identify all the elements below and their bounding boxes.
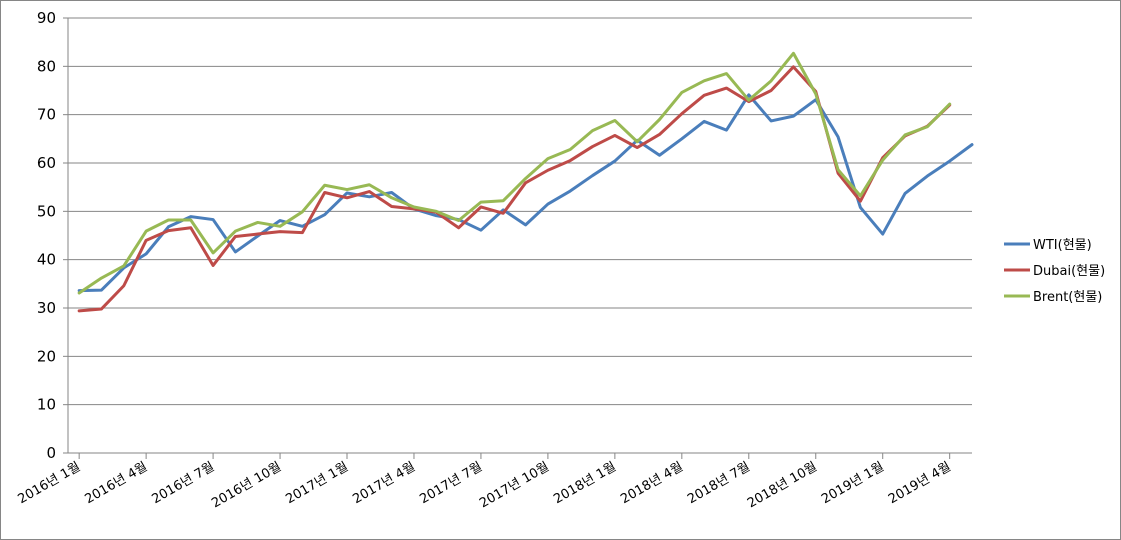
x-tick-label: 2016년 10월: [209, 459, 284, 511]
legend: WTI(현물) Dubai(현물) Brent(현물): [1004, 238, 1105, 305]
x-tick-label: 2018년 1월: [551, 459, 619, 507]
y-tick-label: 20: [37, 347, 56, 365]
axes: [67, 18, 972, 454]
x-tick-label: 2018년 10월: [745, 459, 820, 511]
x-tick-label: 2018년 4월: [618, 459, 686, 507]
y-tick-label: 10: [37, 396, 56, 414]
y-axis-ticks: 0 10 20 30 40 50 60 70 80 90: [37, 9, 68, 462]
y-tick-label: 60: [37, 154, 56, 172]
y-tick-label: 90: [37, 9, 56, 27]
series-line-1: [77, 65, 952, 313]
x-tick-label: 2017년 4월: [350, 459, 418, 507]
y-tick-label: 30: [37, 299, 56, 317]
series-line-2: [77, 51, 952, 295]
gridlines: [68, 17, 972, 406]
series-lines: [77, 51, 974, 313]
legend-label: Brent(현물): [1033, 290, 1102, 305]
x-tick-label: 2016년 4월: [83, 459, 151, 507]
x-tick-label: 2018년 7월: [685, 459, 753, 507]
y-tick-label: 70: [37, 106, 56, 124]
y-tick-label: 40: [37, 251, 56, 269]
x-tick-label: 2016년 1월: [16, 459, 84, 507]
legend-label: Dubai(현물): [1033, 264, 1105, 279]
series-line-0: [77, 93, 974, 293]
x-tick-label: 2019년 1월: [819, 459, 887, 507]
x-tick-label: 2016년 7월: [149, 459, 217, 507]
legend-label: WTI(현물): [1033, 238, 1092, 253]
y-tick-label: 80: [37, 57, 56, 75]
y-tick-label: 0: [46, 444, 56, 462]
x-tick-label: 2017년 1월: [283, 459, 351, 507]
x-tick-label: 2017년 10월: [477, 459, 552, 511]
x-tick-label: 2017년 7월: [417, 459, 485, 507]
y-tick-label: 50: [37, 202, 56, 220]
x-tick-label: 2019년 4월: [886, 459, 954, 507]
